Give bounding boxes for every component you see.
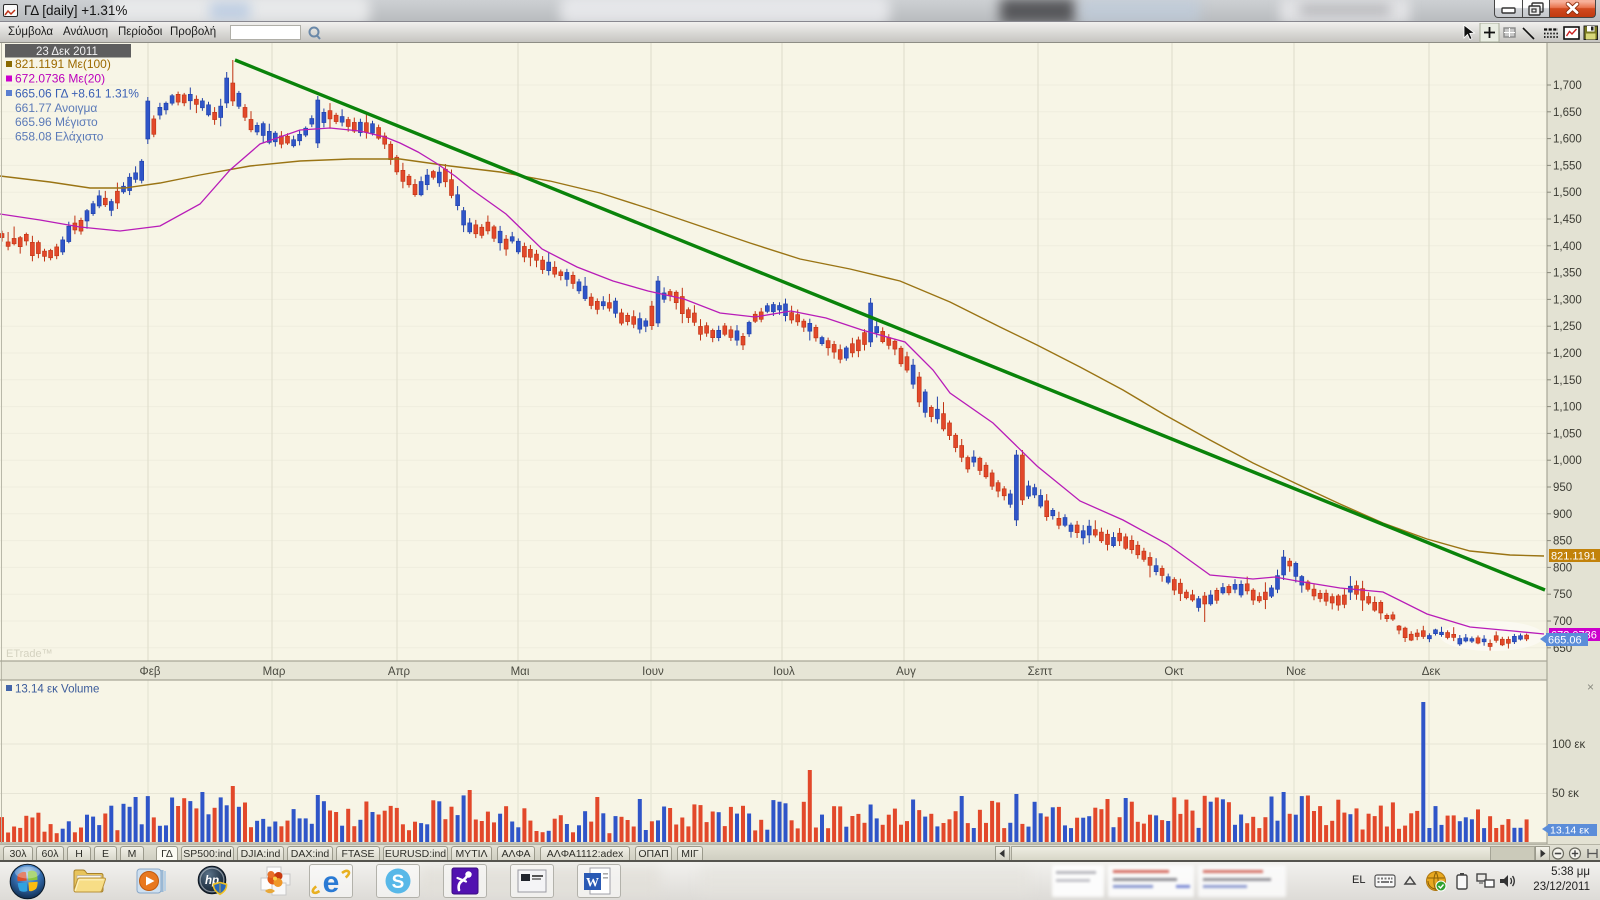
svg-text:×: ×	[1587, 680, 1594, 694]
svg-text:Σεπτ: Σεπτ	[1028, 666, 1053, 678]
svg-text:672.0736 Με(20): 672.0736 Με(20)	[15, 72, 105, 86]
svg-text:13.14 εκ Volume: 13.14 εκ Volume	[15, 684, 99, 696]
svg-text:821.1191 Με(100): 821.1191 Με(100)	[15, 57, 111, 71]
svg-text:Απρ: Απρ	[388, 666, 411, 678]
svg-text:1,150: 1,150	[1553, 375, 1582, 387]
svg-text:700: 700	[1553, 616, 1572, 628]
svg-text:1,000: 1,000	[1553, 455, 1582, 467]
svg-text:ETrade™: ETrade™	[6, 648, 53, 660]
svg-text:Αυγ: Αυγ	[896, 666, 916, 678]
svg-text:1,350: 1,350	[1553, 268, 1582, 280]
svg-text:S: S	[392, 872, 405, 893]
svg-text:Φεβ: Φεβ	[140, 666, 161, 678]
svg-text:Ιουν: Ιουν	[642, 666, 664, 678]
svg-text:Οκτ: Οκτ	[1164, 666, 1184, 678]
svg-text:750: 750	[1553, 589, 1572, 601]
svg-text:e: e	[323, 866, 340, 897]
svg-text:800: 800	[1553, 562, 1572, 574]
svg-text:100 εκ: 100 εκ	[1552, 739, 1586, 751]
svg-text:850: 850	[1553, 536, 1572, 548]
svg-text:950: 950	[1553, 482, 1572, 494]
svg-text:50 εκ: 50 εκ	[1552, 788, 1579, 800]
svg-text:900: 900	[1553, 509, 1572, 521]
svg-text:Μαρ: Μαρ	[263, 666, 286, 678]
svg-text:665.06: 665.06	[1548, 635, 1582, 647]
svg-text:Μαι: Μαι	[511, 666, 530, 678]
svg-text:W: W	[586, 875, 599, 890]
svg-text:Δεκ: Δεκ	[1422, 666, 1441, 678]
svg-text:1,550: 1,550	[1553, 160, 1582, 172]
svg-text:1,450: 1,450	[1553, 214, 1582, 226]
svg-text:1,100: 1,100	[1553, 402, 1582, 414]
svg-text:821.1191: 821.1191	[1551, 551, 1596, 563]
svg-text:665.96 Μέγιστο: 665.96 Μέγιστο	[15, 115, 98, 129]
svg-text:1,300: 1,300	[1553, 294, 1582, 306]
svg-text:1,500: 1,500	[1553, 187, 1582, 199]
svg-text:658.08 Ελάχιστο: 658.08 Ελάχιστο	[15, 130, 104, 144]
svg-text:Νοε: Νοε	[1286, 666, 1306, 678]
svg-text:23 Δεκ 2011: 23 Δεκ 2011	[36, 46, 98, 58]
svg-text:665.06 ΓΔ +8.61 1.31%: 665.06 ΓΔ +8.61 1.31%	[15, 86, 139, 100]
svg-text:13.14 εκ: 13.14 εκ	[1550, 825, 1590, 837]
svg-text:1,700: 1,700	[1553, 80, 1582, 92]
svg-text:1,250: 1,250	[1553, 321, 1582, 333]
svg-text:1,050: 1,050	[1553, 428, 1582, 440]
svg-text:Ιουλ: Ιουλ	[773, 666, 795, 678]
svg-text:1,200: 1,200	[1553, 348, 1582, 360]
svg-text:1,400: 1,400	[1553, 241, 1582, 253]
svg-text:661.77 Ανοιγμα: 661.77 Ανοιγμα	[15, 101, 97, 115]
svg-text:1,600: 1,600	[1553, 134, 1582, 146]
svg-text:1,650: 1,650	[1553, 107, 1582, 119]
